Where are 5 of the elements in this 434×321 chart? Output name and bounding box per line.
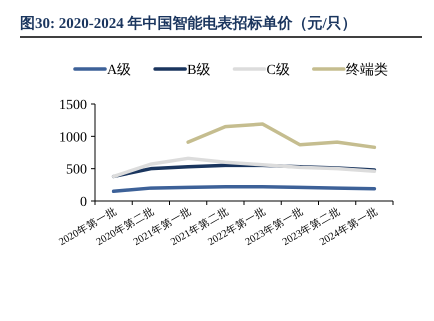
legend-label: A级 <box>107 62 132 78</box>
legend-label: C级 <box>266 62 290 78</box>
title: 图30: 2020-2024 年中国智能电表招标单价（元/只） <box>20 16 357 32</box>
legend-label: B级 <box>187 62 210 78</box>
legend-label: 终端类 <box>346 62 388 78</box>
